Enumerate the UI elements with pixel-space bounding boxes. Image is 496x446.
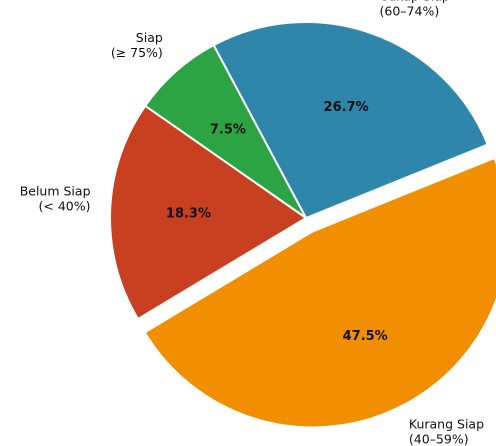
pie-slices	[109, 21, 496, 429]
category-label-kurang-siap: Kurang Siap (40–59%)	[409, 416, 484, 446]
category-range: (< 40%)	[39, 199, 91, 214]
category-range: (40–59%)	[409, 431, 469, 446]
slice-cukup-siap	[212, 21, 489, 219]
slice-belum-siap	[109, 104, 307, 320]
category-name: Kurang Siap	[409, 416, 484, 431]
category-name: Belum Siap	[20, 184, 91, 199]
slice-kurang-siap	[143, 157, 496, 429]
category-name: Siap	[136, 30, 163, 45]
category-label-siap: Siap (≥ 75%)	[111, 30, 163, 60]
percent-label-siap: 7.5%	[210, 123, 246, 138]
category-range: (60–74%)	[380, 3, 440, 18]
percent-labels: 26.7% 7.5% 18.3% 47.5%	[166, 100, 388, 344]
percent-label-kurang-siap: 47.5%	[343, 329, 388, 344]
percent-label-belum-siap: 18.3%	[166, 207, 211, 222]
category-labels: Cukup Siap(60–74%)Siap(≥ 75%)Belum Siap(…	[20, 0, 484, 446]
category-range: (≥ 75%)	[111, 45, 163, 60]
percent-label-cukup-siap: 26.7%	[324, 100, 369, 115]
category-label-belum-siap: Belum Siap (< 40%)	[20, 184, 91, 214]
category-name: Cukup Siap	[380, 0, 450, 3]
category-label-cukup-siap: Cukup Siap(60–74%)	[380, 0, 450, 18]
